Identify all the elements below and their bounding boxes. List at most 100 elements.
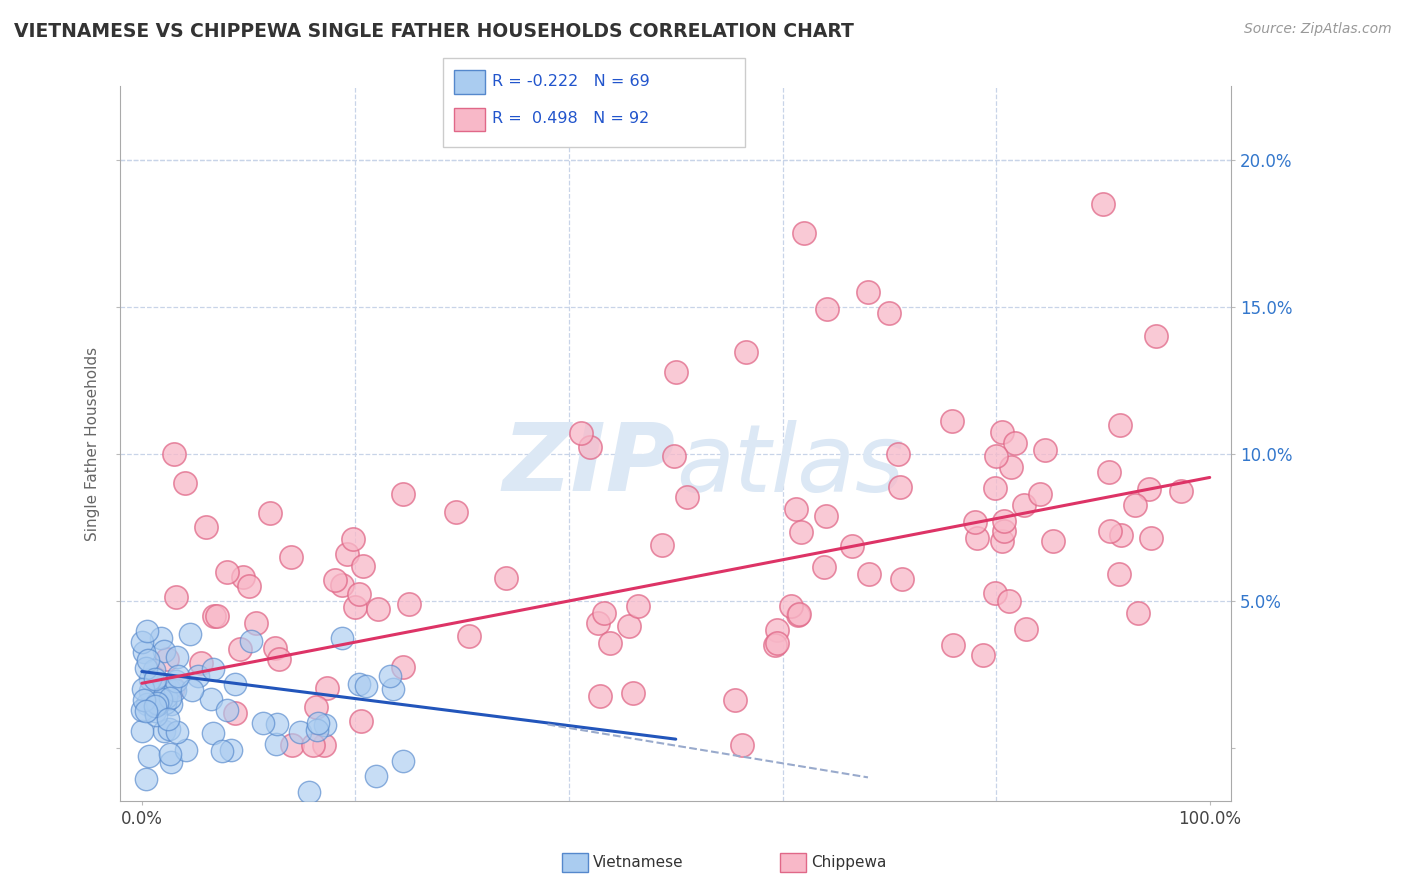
- Point: [305, 723, 328, 737]
- Point: [856, 285, 879, 300]
- Point: [200, 691, 222, 706]
- Point: [763, 638, 786, 652]
- Point: [165, 674, 187, 689]
- Point: [1098, 524, 1121, 539]
- Point: [167, 669, 190, 683]
- Point: [354, 679, 377, 693]
- Point: [972, 648, 994, 662]
- Point: [217, 702, 239, 716]
- Y-axis label: Single Father Households: Single Father Households: [86, 347, 100, 541]
- Point: [350, 714, 373, 728]
- Point: [347, 586, 370, 600]
- Point: [330, 577, 353, 591]
- Point: [245, 615, 267, 630]
- Point: [298, 785, 321, 799]
- Point: [398, 597, 420, 611]
- Point: [366, 769, 388, 783]
- Point: [202, 608, 225, 623]
- Point: [1108, 566, 1130, 581]
- Point: [238, 579, 260, 593]
- Point: [173, 476, 195, 491]
- Point: [187, 669, 209, 683]
- Point: [160, 755, 183, 769]
- Point: [132, 693, 155, 707]
- Point: [217, 565, 239, 579]
- Point: [150, 691, 173, 706]
- Point: [205, 608, 228, 623]
- Point: [153, 696, 176, 710]
- Point: [157, 712, 180, 726]
- Point: [879, 306, 901, 320]
- Point: [813, 560, 835, 574]
- Point: [571, 425, 593, 440]
- Point: [131, 635, 153, 649]
- Point: [342, 532, 364, 546]
- Point: [263, 641, 285, 656]
- Point: [288, 724, 311, 739]
- Point: [817, 302, 839, 317]
- Point: [316, 681, 339, 695]
- Point: [131, 703, 153, 717]
- Point: [382, 681, 405, 696]
- Text: Vietnamese: Vietnamese: [593, 855, 683, 870]
- Point: [1033, 442, 1056, 457]
- Point: [858, 566, 880, 581]
- Point: [166, 724, 188, 739]
- Point: [180, 683, 202, 698]
- Point: [132, 681, 155, 696]
- Point: [165, 591, 187, 605]
- Point: [1128, 606, 1150, 620]
- Point: [1012, 498, 1035, 512]
- Point: [145, 708, 167, 723]
- Point: [665, 365, 688, 379]
- Point: [146, 697, 169, 711]
- Point: [163, 447, 186, 461]
- Point: [143, 704, 166, 718]
- Point: [1144, 329, 1167, 343]
- Point: [1091, 197, 1114, 211]
- Point: [266, 716, 288, 731]
- Point: [841, 539, 863, 553]
- Point: [444, 505, 467, 519]
- Point: [219, 743, 242, 757]
- Point: [280, 549, 302, 564]
- Point: [153, 644, 176, 658]
- Point: [330, 631, 353, 645]
- Point: [259, 506, 281, 520]
- Point: [136, 624, 159, 639]
- Point: [264, 737, 287, 751]
- Point: [993, 524, 1015, 538]
- Text: Chippewa: Chippewa: [811, 855, 887, 870]
- Text: Source: ZipAtlas.com: Source: ZipAtlas.com: [1244, 22, 1392, 37]
- Point: [135, 661, 157, 675]
- Point: [143, 699, 166, 714]
- Point: [724, 692, 747, 706]
- Point: [1109, 528, 1132, 542]
- Point: [1140, 531, 1163, 545]
- Point: [963, 515, 986, 529]
- Point: [991, 533, 1014, 548]
- Point: [352, 558, 374, 573]
- Point: [651, 538, 673, 552]
- Point: [150, 631, 173, 645]
- Point: [588, 690, 610, 704]
- Point: [966, 531, 988, 545]
- Point: [731, 738, 754, 752]
- Point: [143, 663, 166, 677]
- Point: [887, 447, 910, 461]
- Point: [211, 743, 233, 757]
- Point: [252, 716, 274, 731]
- Point: [190, 656, 212, 670]
- Point: [156, 652, 179, 666]
- Point: [136, 653, 159, 667]
- Point: [349, 677, 371, 691]
- Text: R = -0.222   N = 69: R = -0.222 N = 69: [492, 74, 650, 88]
- Point: [157, 681, 180, 696]
- Point: [232, 570, 254, 584]
- Point: [1042, 533, 1064, 548]
- Point: [160, 697, 183, 711]
- Point: [495, 571, 517, 585]
- Point: [224, 706, 246, 721]
- Point: [664, 449, 686, 463]
- Point: [166, 649, 188, 664]
